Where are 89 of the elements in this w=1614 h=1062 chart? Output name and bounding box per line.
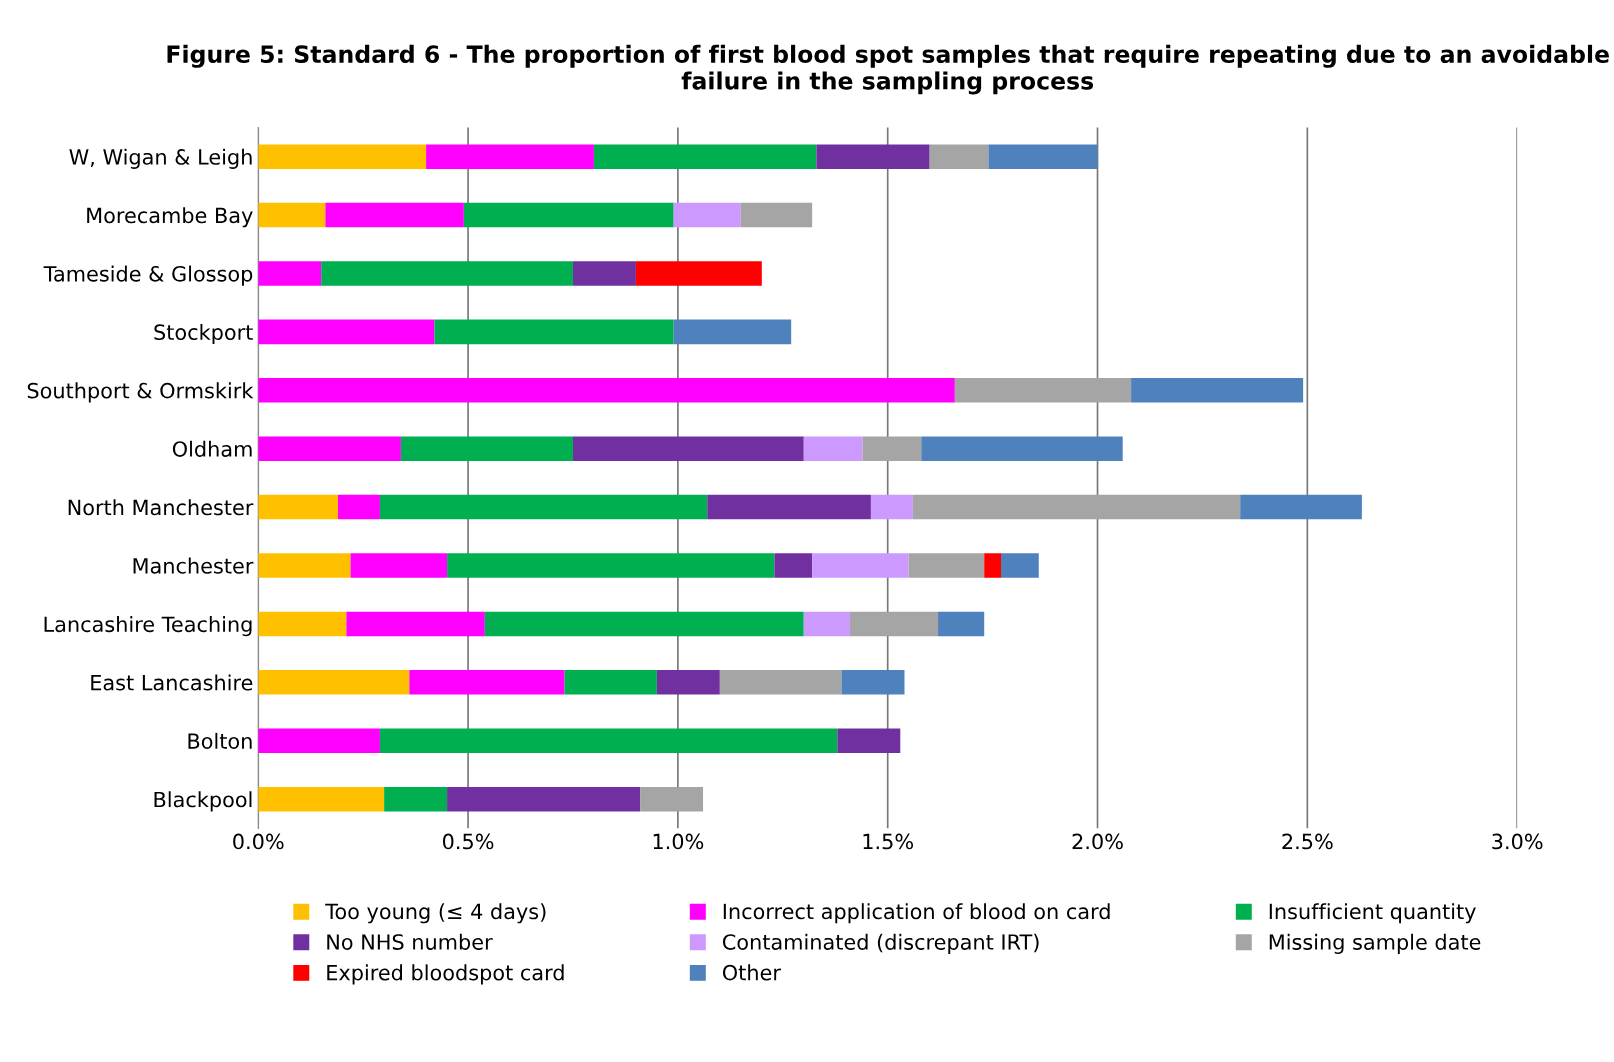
bar xyxy=(719,670,842,695)
y-tick-label: Bolton xyxy=(188,732,252,749)
bar xyxy=(258,611,347,637)
legend-label: Missing sample date xyxy=(1269,933,1481,954)
bar xyxy=(849,611,939,637)
y-tick-label: Oldham xyxy=(172,440,252,457)
bar xyxy=(258,378,955,403)
bar xyxy=(258,553,351,578)
bar xyxy=(908,553,985,578)
legend-label: Incorrect application of blood on card xyxy=(723,903,1110,924)
x-tick-label: 0.5% xyxy=(442,833,494,850)
bar xyxy=(434,319,674,345)
x-tick-label: 1.5% xyxy=(863,833,914,850)
bar xyxy=(1131,378,1304,403)
bar xyxy=(740,202,813,228)
bar xyxy=(258,436,401,461)
bar xyxy=(1001,553,1039,578)
bar xyxy=(258,261,322,286)
bar xyxy=(673,202,741,228)
bar xyxy=(862,436,922,461)
y-tick-label: Lancashire Teaching xyxy=(44,616,252,637)
bar xyxy=(447,553,775,578)
bar xyxy=(870,494,913,520)
legend-label: Expired bloodspot card xyxy=(327,964,564,985)
x-tick-label: 2.0% xyxy=(1072,833,1123,850)
bar xyxy=(912,494,1241,520)
bar xyxy=(774,553,813,578)
x-tick-label: 3.0% xyxy=(1492,833,1543,850)
bar xyxy=(350,553,448,578)
bar xyxy=(812,553,909,578)
bar xyxy=(929,144,989,169)
bar xyxy=(954,378,1132,403)
bar xyxy=(379,728,838,754)
bar xyxy=(572,261,636,286)
y-tick-label: Stockport xyxy=(154,323,253,345)
bar xyxy=(426,144,594,169)
y-tick-label: North Manchester xyxy=(68,499,254,516)
bar xyxy=(635,261,762,286)
bar xyxy=(321,261,573,286)
bar xyxy=(400,436,573,461)
bar xyxy=(463,202,674,228)
bar xyxy=(656,670,720,695)
bar xyxy=(484,611,804,637)
bar xyxy=(258,202,326,228)
bar xyxy=(837,728,901,754)
y-tick-label: Southport & Ormskirk xyxy=(27,382,254,403)
x-tick-label: 0.0% xyxy=(233,833,284,850)
bar xyxy=(346,611,485,637)
bar xyxy=(325,202,464,228)
bar xyxy=(258,786,385,812)
bar xyxy=(337,494,380,520)
bar xyxy=(447,786,641,812)
bar xyxy=(258,319,435,345)
bar xyxy=(984,553,1001,578)
bar xyxy=(258,144,427,169)
chart-title: Figure 5: Standard 6 - The proportion of first blood spot samples that require repeating due to an avoidable failure in the sampling process xyxy=(167,44,1609,95)
y-tick-label: East Lancashire xyxy=(91,674,253,691)
legend-label: Insufficient quantity xyxy=(1269,903,1476,924)
bar xyxy=(258,494,338,520)
bar xyxy=(384,786,448,812)
x-tick-label: 1.0% xyxy=(653,833,704,850)
bar xyxy=(258,728,380,754)
bar xyxy=(1240,494,1362,520)
bar xyxy=(572,436,804,461)
bar xyxy=(379,494,708,520)
y-tick-label: Morecambe Bay xyxy=(87,207,253,228)
bar xyxy=(938,611,985,637)
bar xyxy=(707,494,871,520)
bar xyxy=(816,144,930,169)
y-tick-label: Tameside & Glossop xyxy=(43,265,253,286)
legend-label: Contaminated (discrepant IRT) xyxy=(722,933,1039,954)
bar xyxy=(409,670,565,695)
bar xyxy=(673,319,792,345)
bar xyxy=(841,670,905,695)
y-tick-label: Blackpool xyxy=(154,791,252,812)
y-tick-label: W, Wigan & Leigh xyxy=(69,148,252,169)
bar xyxy=(803,611,850,637)
legend-label: No NHS number xyxy=(327,933,493,950)
x-tick-label: 2.5% xyxy=(1282,833,1333,850)
bar xyxy=(564,670,657,695)
bar xyxy=(593,144,817,169)
y-tick-label: Manchester xyxy=(133,557,254,574)
bar xyxy=(258,670,410,695)
bar xyxy=(640,786,704,812)
legend-label: Too young (≤ 4 days) xyxy=(325,903,546,924)
legend-label: Other xyxy=(722,964,781,981)
bar xyxy=(988,144,1098,169)
bar xyxy=(803,436,863,461)
bar xyxy=(921,436,1123,461)
